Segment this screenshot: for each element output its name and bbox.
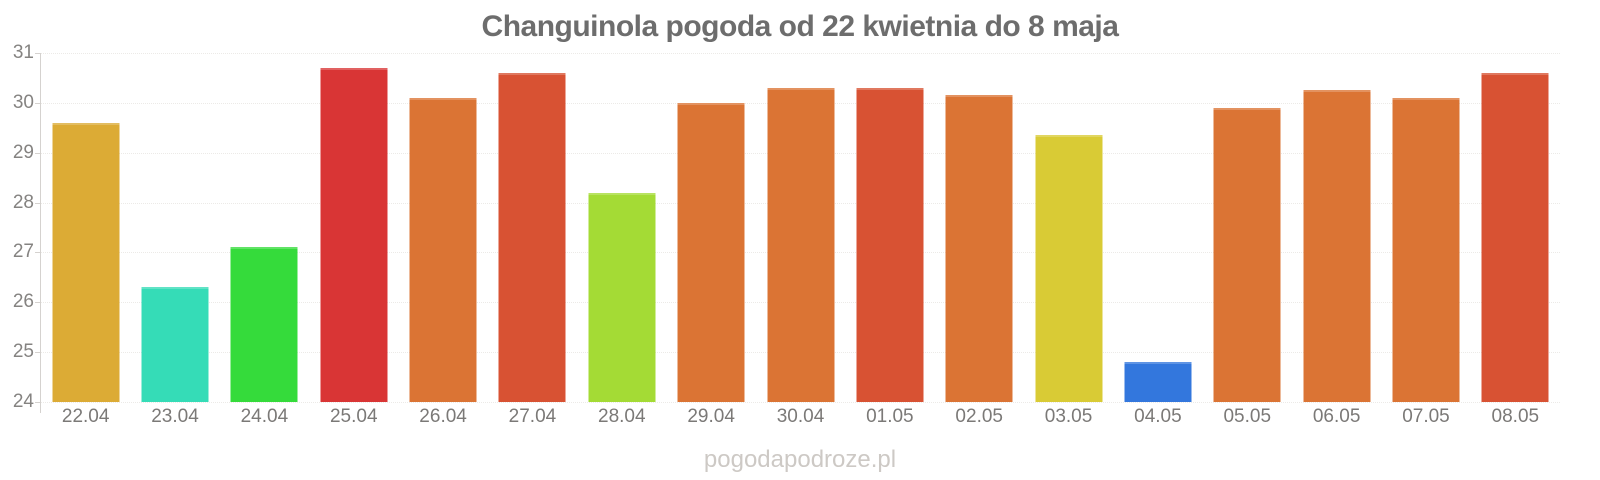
bar-07.05[interactable] (1392, 97, 1460, 402)
y-tick-label-26: 26 (12, 291, 34, 313)
y-tick-mark-30 (35, 102, 41, 104)
bar-26.04[interactable] (409, 97, 477, 402)
bar-01.05[interactable] (856, 87, 924, 402)
chart-title: Changuinola pogoda od 22 kwietnia do 8 m… (481, 10, 1119, 43)
plot-area (41, 53, 1560, 403)
x-tick-label-02.05: 02.05 (955, 406, 1003, 427)
bar-03.05[interactable] (1035, 135, 1103, 402)
y-tick-mark-24 (35, 402, 41, 403)
x-tick-label-30.04: 30.04 (776, 406, 825, 427)
bar-05.05[interactable] (1213, 107, 1281, 402)
y-tick-label-30: 30 (12, 91, 34, 113)
y-axis-line (40, 53, 41, 413)
bar-06.05[interactable] (1303, 90, 1371, 402)
y-tick-mark-28 (35, 202, 41, 204)
y-tick-label-27: 27 (12, 241, 34, 263)
bar-28.04[interactable] (588, 192, 656, 402)
x-tick-label-04.05: 04.05 (1134, 406, 1182, 427)
y-tick-mark-29 (35, 152, 41, 154)
x-tick-label-06.05: 06.05 (1312, 406, 1361, 427)
y-tick-label-29: 29 (12, 141, 34, 163)
gridline-31 (41, 53, 1560, 54)
gridline-24 (41, 402, 1560, 403)
bar-25.04[interactable] (320, 67, 388, 402)
bar-24.04[interactable] (230, 247, 298, 402)
y-tick-mark-25 (35, 352, 41, 354)
bar-08.05[interactable] (1481, 72, 1549, 402)
x-tick-label-03.05: 03.05 (1044, 406, 1093, 427)
bar-22.04[interactable] (52, 122, 120, 402)
x-tick-label-24.04: 24.04 (240, 406, 289, 427)
bar-04.05[interactable] (1124, 362, 1192, 402)
bars-container (41, 53, 1560, 402)
x-tick-label-26.04: 26.04 (419, 406, 467, 427)
x-tick-label-05.05: 05.05 (1223, 406, 1272, 427)
y-tick-label-24: 24 (12, 391, 34, 412)
x-tick-label-28.04: 28.04 (598, 406, 646, 427)
bar-27.04[interactable] (498, 72, 566, 402)
y-axis: 31 30 29 28 27 26 25 24 (0, 42, 34, 412)
x-tick-label-01.05: 01.05 (866, 406, 914, 427)
y-tick-mark-27 (35, 252, 41, 254)
bar-30.04[interactable] (767, 87, 834, 402)
y-tick-mark-31 (35, 53, 41, 54)
x-tick-label-07.05: 07.05 (1402, 406, 1450, 427)
y-tick-mark-26 (35, 302, 41, 304)
bar-02.05[interactable] (945, 95, 1013, 402)
bar-29.04[interactable] (677, 102, 745, 402)
x-tick-label-23.04: 23.04 (151, 406, 199, 427)
x-tick-label-27.04: 27.04 (508, 406, 557, 427)
watermark-text: pogodapodroze.pl (703, 446, 897, 473)
x-axis: 22.04 23.04 24.04 25.04 26.04 27.04 28.04 29.04… (41, 406, 1560, 432)
x-tick-label-29.04: 29.04 (687, 406, 735, 427)
y-tick-label-31: 31 (12, 42, 34, 63)
x-tick-label-25.04: 25.04 (329, 406, 378, 427)
y-tick-label-25: 25 (12, 341, 34, 363)
x-tick-label-22.04: 22.04 (61, 406, 110, 427)
x-tick-label-08.05: 08.05 (1491, 406, 1540, 427)
y-tick-label-28: 28 (12, 191, 34, 213)
bar-23.04[interactable] (141, 287, 209, 402)
